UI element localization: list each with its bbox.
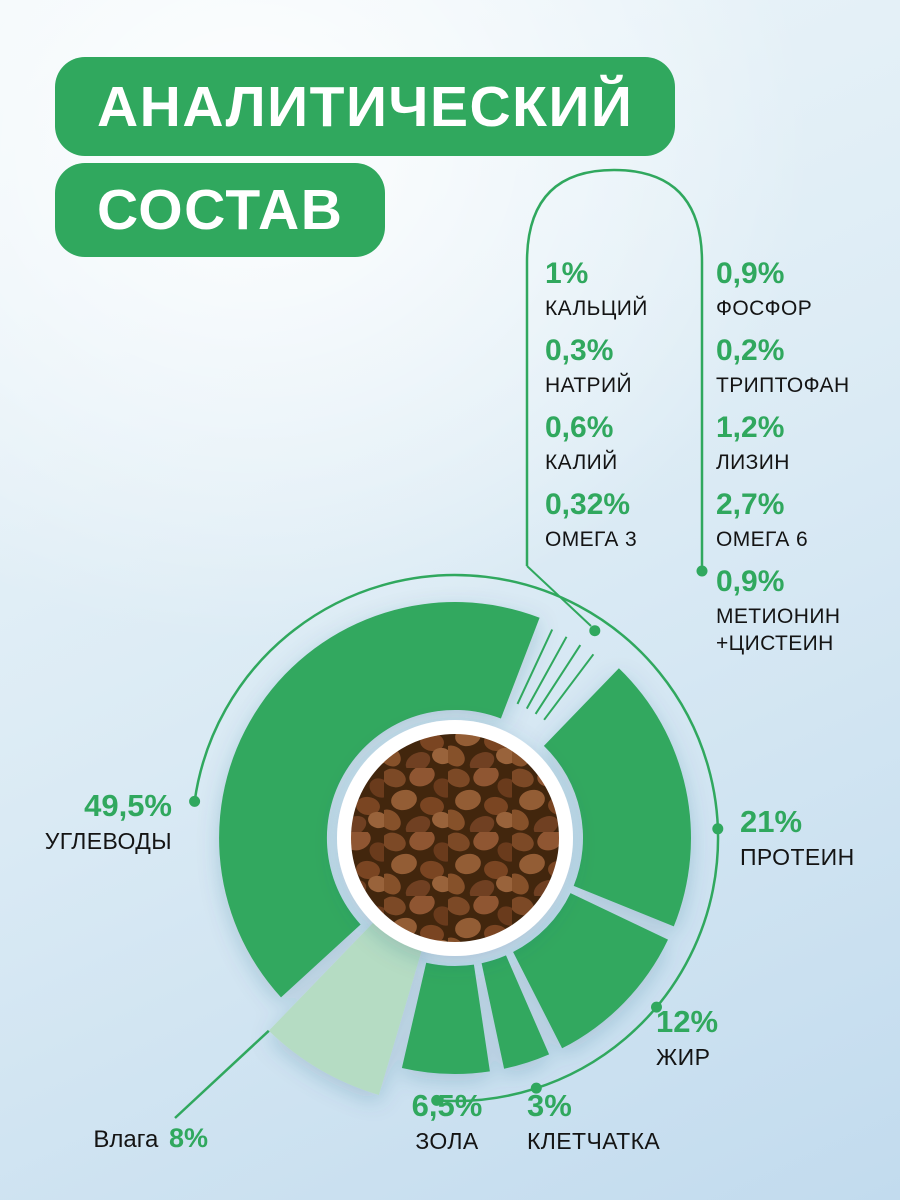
- segment-label-fat: 12% ЖИР: [656, 1006, 718, 1069]
- page-title-line2: СОСТАВ: [55, 163, 386, 257]
- segment-name: ЗОЛА: [415, 1128, 479, 1154]
- donut-ring: [219, 602, 691, 1095]
- segment-name: Влага: [93, 1126, 159, 1153]
- nutrient-value: 0,9%: [716, 565, 785, 598]
- segment-value: 8%: [168, 1123, 208, 1153]
- nutrient-name: ЛИЗИН: [716, 450, 790, 474]
- segment-label-fiber: 3% КЛЕТЧАТКА: [527, 1090, 660, 1153]
- nutrient-item-calcium: 1% КАЛЬЦИЙ: [545, 258, 648, 335]
- segment-value: 6,5%: [411, 1088, 483, 1123]
- nutrient-item-phosphorus: 0,9% ФОСФОР: [716, 258, 850, 335]
- nutrient-name: КАЛИЙ: [545, 450, 618, 474]
- nutrient-item-tryptophan: 0,2% ТРИПТОФАН: [716, 335, 850, 412]
- nutrient-name: КАЛЬЦИЙ: [545, 296, 648, 320]
- segment-value: 21%: [740, 804, 803, 839]
- nutrient-name: МЕТИОНИН +ЦИСТЕИН: [716, 604, 841, 656]
- segment-value: 12%: [656, 1004, 719, 1039]
- nutrient-item-omega6: 2,7% ОМЕГА 6: [716, 489, 850, 566]
- nutrient-item-lysine: 1,2% ЛИЗИН: [716, 412, 850, 489]
- nutrient-value: 1%: [545, 257, 589, 290]
- nutrient-value: 2,7%: [716, 488, 785, 521]
- segment-name: УГЛЕВОДЫ: [44, 828, 172, 854]
- nutrient-value: 0,3%: [545, 334, 614, 367]
- nutrient-item-sodium: 0,3% НАТРИЙ: [545, 335, 648, 412]
- segment-name: ПРОТЕИН: [740, 844, 855, 870]
- segment-label-protein: 21% ПРОТЕИН: [740, 806, 855, 869]
- nutrient-value: 0,9%: [716, 257, 785, 290]
- nutrient-item-methionine-cysteine: 0,9% МЕТИОНИН +ЦИСТЕИН: [716, 565, 850, 655]
- nutrient-name: ТРИПТОФАН: [716, 373, 850, 397]
- segment-label-moisture: Влага 8%: [58, 1122, 208, 1155]
- micronutrient-column-left: 1% КАЛЬЦИЙ 0,3% НАТРИЙ 0,6% КАЛИЙ 0,32% …: [545, 258, 648, 566]
- nutrient-item-omega3: 0,32% ОМЕГА 3: [545, 489, 648, 566]
- nutrient-item-potassium: 0,6% КАЛИЙ: [545, 412, 648, 489]
- segment-label-carbohydrates: 49,5% УГЛЕВОДЫ: [40, 790, 172, 853]
- nutrient-value: 0,6%: [545, 411, 614, 444]
- segment-label-ash: 6,5% ЗОЛА: [395, 1090, 499, 1153]
- nutrient-value: 1,2%: [716, 411, 785, 444]
- kibble-photo: [337, 720, 573, 956]
- bracket-end-dot: [696, 565, 708, 577]
- nutrient-value: 0,2%: [716, 334, 785, 367]
- nutrient-name: ОМЕГА 6: [716, 527, 809, 551]
- chart-connectors: [174, 573, 724, 1119]
- segment-name: ЖИР: [656, 1044, 711, 1070]
- page-title-line1: АНАЛИТИЧЕСКИЙ: [55, 57, 676, 156]
- nutrient-name: ФОСФОР: [716, 296, 813, 320]
- segment-name: КЛЕТЧАТКА: [527, 1128, 661, 1154]
- nutrient-name: НАТРИЙ: [545, 373, 632, 397]
- segment-value: 3%: [527, 1088, 572, 1123]
- micronutrient-column-right: 0,9% ФОСФОР 0,2% ТРИПТОФАН 1,2% ЛИЗИН 2,…: [716, 258, 850, 655]
- segment-value: 49,5%: [84, 788, 172, 823]
- nutrient-name: ОМЕГА 3: [545, 527, 638, 551]
- nutrient-value: 0,32%: [545, 488, 631, 521]
